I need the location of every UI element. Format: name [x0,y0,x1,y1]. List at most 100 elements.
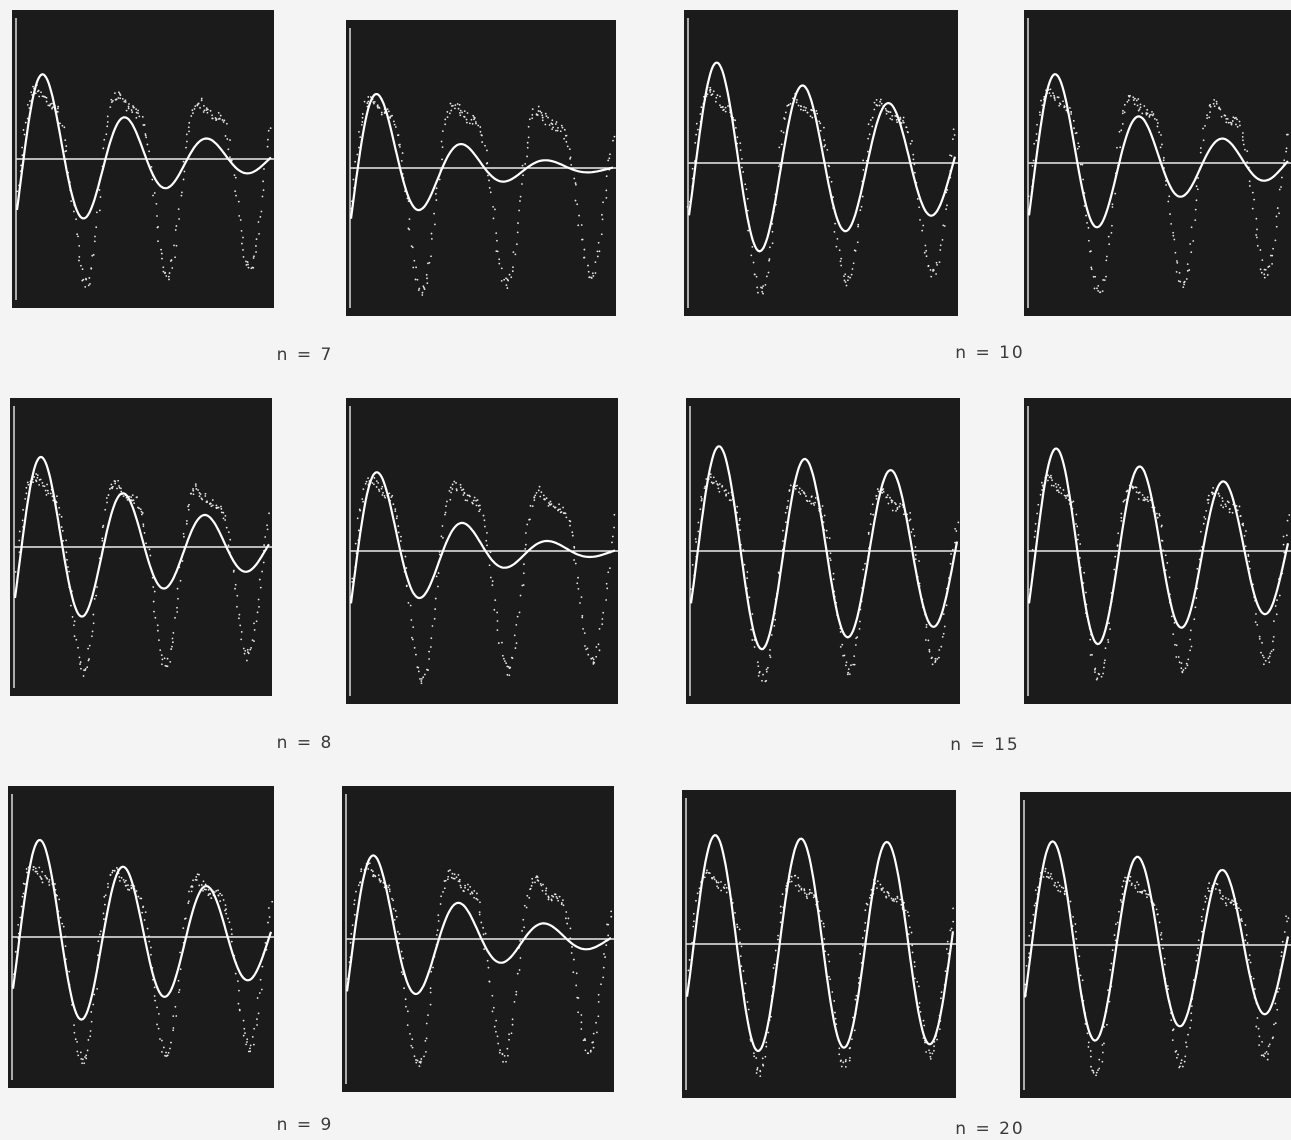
sample-dot [73,211,75,213]
sample-dot [1261,642,1263,644]
sample-dot [745,983,747,985]
sample-dot [560,130,562,132]
sample-dot [1114,193,1116,195]
sample-dot [94,598,96,600]
sample-dot [1157,126,1159,128]
sample-dot [145,135,147,137]
sample-dot [395,910,397,912]
sample-dot [563,138,565,140]
sample-dot [151,179,153,181]
sample-dot [1140,103,1142,105]
sample-dot [367,96,369,98]
sample-dot [432,625,434,627]
sample-dot [1156,513,1158,515]
sample-dot [374,101,376,103]
sample-dot [466,500,468,502]
sample-dot [601,233,603,235]
sample-dot [131,887,133,889]
sample-dot [161,654,163,656]
sample-dot [1037,504,1039,506]
sample-dot [259,992,261,994]
sample-dot [850,664,852,666]
sample-dot [215,505,217,507]
sample-dot [527,142,529,144]
sample-dot [79,663,81,665]
sample-dot [245,261,247,263]
sample-dot [569,520,571,522]
sample-dot [354,899,356,901]
sample-dot [740,955,742,957]
sample-dot [1268,661,1270,663]
sample-dot [847,672,849,674]
sample-dot [955,530,957,532]
sample-dot [924,252,926,254]
sample-dot [925,1051,927,1053]
sample-dot [606,588,608,590]
sample-dot [1206,117,1208,119]
sample-dot [593,662,595,664]
sample-dot [1164,958,1166,960]
sample-dot [1273,636,1275,638]
sample-dot [826,537,828,539]
sample-dot [1081,164,1083,166]
sample-dot [221,894,223,896]
sample-dot [1269,1043,1271,1045]
sample-dot [358,884,360,886]
sample-dot [762,674,764,676]
sample-dot [762,285,764,287]
sample-dot [912,952,914,954]
sample-dot [24,498,26,500]
sample-dot [449,869,451,871]
sample-dot [117,480,119,482]
sample-dot [1201,920,1203,922]
sample-dot [743,970,745,972]
sample-dot [378,874,380,876]
sample-dot [519,612,521,614]
sample-dot [418,671,420,673]
sample-dot [254,629,256,631]
sample-dot [543,494,545,496]
sample-dot [844,280,846,282]
sample-dot [926,624,928,626]
sample-dot [112,486,114,488]
sample-dot [1094,288,1096,290]
sample-dot [47,493,49,495]
sample-dot [605,944,607,946]
sample-dot [879,101,881,103]
sample-dot [1097,1069,1099,1071]
sample-dot [1102,290,1104,292]
sample-dot [796,485,798,487]
sample-dot [33,866,35,868]
sample-dot [182,927,184,929]
sample-dot [88,277,90,279]
sample-dot [426,282,428,284]
sample-dot [235,973,237,975]
sample-dot [777,935,779,937]
sample-dot [588,271,590,273]
sample-dot [459,104,461,106]
sample-dot [1241,920,1243,922]
sample-dot [44,875,46,877]
sample-dot [1202,908,1204,910]
sample-dot [401,951,403,953]
sample-dot [780,921,782,923]
sample-dot [376,486,378,488]
sample-dot [744,564,746,566]
sample-dot [1109,969,1111,971]
sample-dot [736,506,738,508]
sample-dot [149,158,151,160]
sample-dot [1120,520,1122,522]
sample-dot [1127,101,1129,103]
sample-dot [1228,122,1230,124]
sample-dot [399,144,401,146]
sample-dot [512,1018,514,1020]
sample-dot [62,530,64,532]
sample-dot [823,923,825,925]
sample-dot [715,101,717,103]
sample-dot [569,937,571,939]
sample-dot [903,122,905,124]
sample-dot [803,888,805,890]
sample-dot [831,181,833,183]
sample-dot [747,230,749,232]
sample-dot [130,496,132,498]
